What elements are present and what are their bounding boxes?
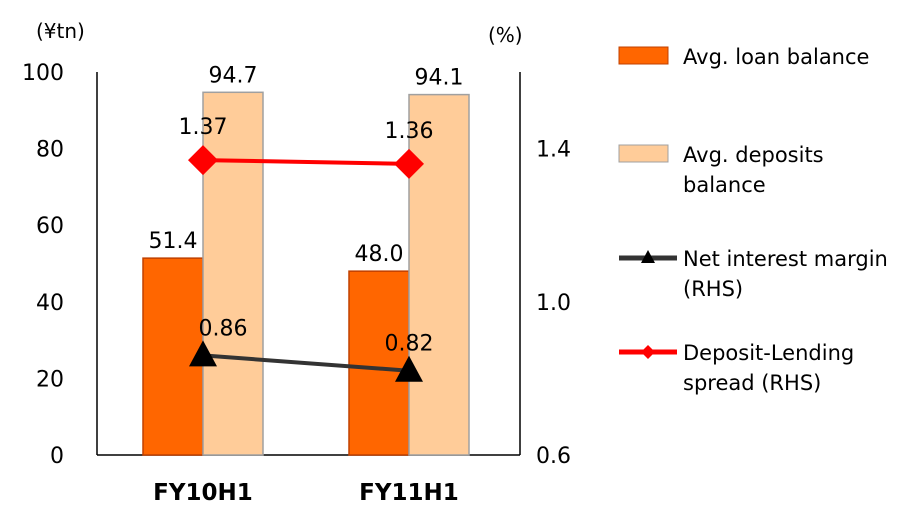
line-data-label: 1.36 xyxy=(385,119,434,144)
right-axis-unit: (%) xyxy=(488,23,523,47)
legend-label: Net interest margin xyxy=(683,247,888,271)
line-data-label: 1.37 xyxy=(179,115,228,140)
tick-labels: 0 20 40 60 80 100 0.6 1.0 1.4 xyxy=(22,61,571,469)
diamond-marker xyxy=(394,148,424,179)
bar xyxy=(348,270,410,456)
left-axis-unit: (¥tn) xyxy=(36,19,85,43)
line-data-label: 0.82 xyxy=(385,332,434,357)
series-lines: 0.86 0.82 1.37 1.36 xyxy=(179,115,434,382)
left-tick-label: 20 xyxy=(36,367,64,392)
series-line xyxy=(202,158,410,166)
category-label: FY10H1 xyxy=(153,480,253,506)
legend-label: (RHS) xyxy=(683,277,743,301)
category-labels: FY10H1 FY11H1 xyxy=(153,480,459,506)
diamond-marker xyxy=(188,145,218,176)
legend-swatch xyxy=(618,144,669,163)
right-tick-label: 0.6 xyxy=(536,444,571,469)
bar xyxy=(142,257,204,456)
triangle-marker xyxy=(189,340,217,367)
bar-data-label: 94.1 xyxy=(415,66,464,91)
bar xyxy=(408,93,470,456)
bar-data-label: 94.7 xyxy=(209,63,258,88)
legend-label: Deposit-Lending xyxy=(683,341,854,365)
left-tick-label: 60 xyxy=(36,214,64,239)
bar xyxy=(202,91,264,456)
line-data-label: 0.86 xyxy=(199,316,248,341)
legend-label: balance xyxy=(683,173,766,197)
series-line xyxy=(202,353,410,373)
legend-label: Avg. loan balance xyxy=(683,45,869,69)
right-tick-label: 1.0 xyxy=(536,291,571,316)
diamond-marker xyxy=(641,345,655,359)
legend: Avg. loan balance Avg. deposits balance Net… xyxy=(618,45,888,395)
bar-data-label: 48.0 xyxy=(355,242,404,267)
legend-swatch xyxy=(618,46,669,65)
legend-label: spread (RHS) xyxy=(683,371,821,395)
bar-data-label: 51.4 xyxy=(149,229,198,254)
left-tick-label: 0 xyxy=(50,444,64,469)
triangle-marker xyxy=(641,250,655,263)
left-tick-label: 40 xyxy=(36,291,64,316)
legend-label: Avg. deposits xyxy=(683,143,824,167)
right-tick-label: 1.4 xyxy=(536,138,571,163)
category-label: FY11H1 xyxy=(359,480,459,506)
left-tick-label: 100 xyxy=(22,61,64,86)
left-tick-label: 80 xyxy=(36,138,64,163)
triangle-marker xyxy=(395,355,423,382)
